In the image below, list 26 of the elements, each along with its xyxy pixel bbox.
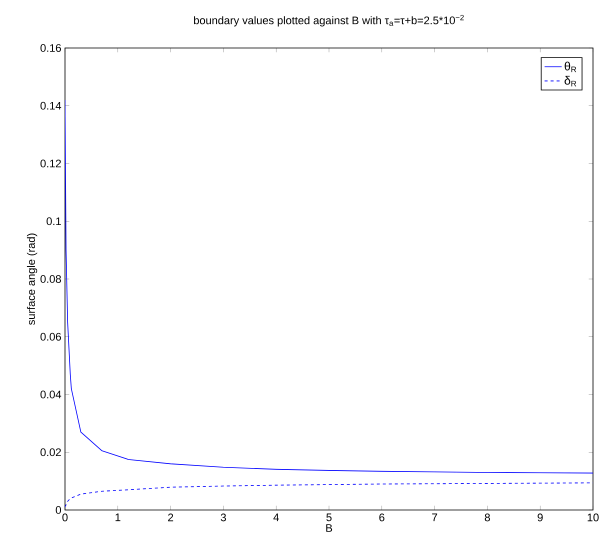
y-tick-label: 0.08	[40, 275, 61, 283]
x-tick-label: 0	[62, 514, 68, 522]
x-tick-label: 9	[538, 514, 543, 522]
y-tick-label: 0.02	[40, 448, 61, 456]
y-tick-label: 0.06	[40, 332, 61, 341]
legend-label: δ$_{R}$	[564, 76, 576, 86]
y-tick-label: 0.04	[40, 390, 62, 398]
chart-title: boundary values plotted against B with τ$_{a}$=τ+b=2.5*10$^{−2}$	[194, 14, 464, 26]
y-tick-label: 0	[56, 506, 62, 514]
x-tick-label: 7	[432, 514, 438, 522]
y-tick-label: 0.12	[40, 160, 61, 168]
x-axis-title: B	[326, 524, 332, 532]
y-axis-title: surface angle (rad)	[26, 234, 38, 325]
x-tick-label: 3	[220, 514, 226, 522]
x-tick-label: 5	[326, 514, 332, 522]
y-tick-label: 0.16	[40, 44, 61, 52]
x-tick-label: 1	[116, 514, 120, 522]
y-tick-label: 0.1	[46, 217, 61, 226]
x-tick-label: 2	[168, 514, 174, 522]
line-series	[65, 100, 594, 474]
x-tick-label: 8	[484, 514, 490, 522]
x-tick-label: 4	[273, 514, 279, 522]
legend-label: θ$_{R}$	[564, 62, 576, 72]
y-tick-label: 0.14	[40, 102, 62, 110]
x-tick-label: 6	[379, 514, 384, 522]
x-tick-label: 10	[588, 514, 599, 522]
